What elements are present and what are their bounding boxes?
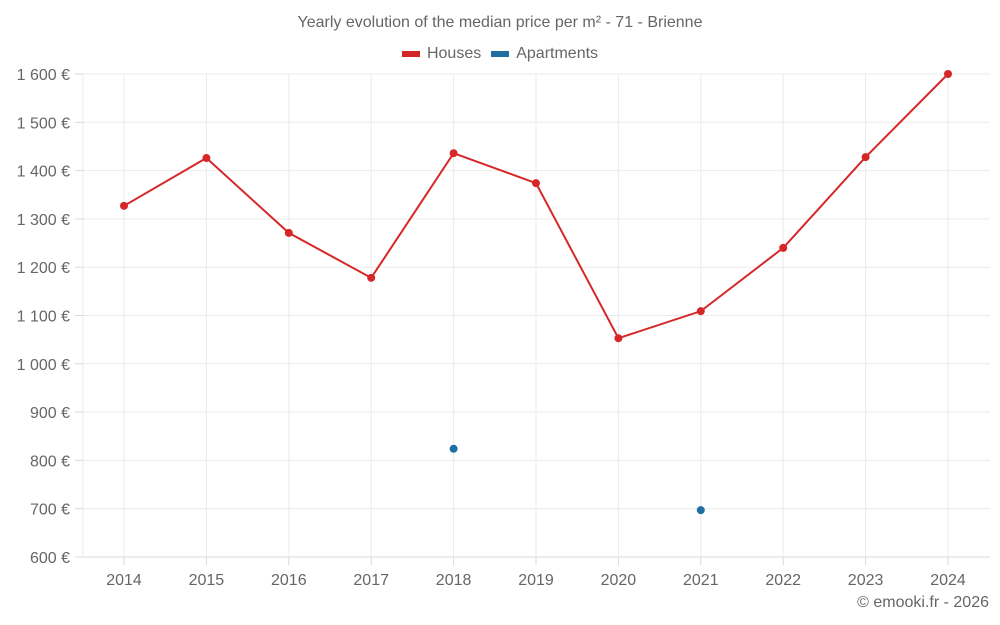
y-tick-label: 800 € [30, 453, 70, 470]
x-tick-label: 2019 [518, 572, 554, 589]
apartments-data-point[interactable] [696, 506, 705, 515]
houses-data-point[interactable] [779, 243, 788, 252]
y-tick-label: 600 € [30, 550, 70, 567]
y-tick-label: 1 100 € [17, 309, 70, 326]
y-tick-label: 1 300 € [17, 212, 70, 229]
chart-series [120, 70, 952, 515]
y-tick-label: 900 € [30, 405, 70, 422]
apartments-swatch-icon [491, 51, 510, 57]
y-tick-label: 1 400 € [17, 164, 70, 181]
houses-data-point[interactable] [614, 334, 623, 343]
x-tick-label: 2020 [601, 572, 637, 589]
x-tick-label: 2016 [271, 572, 307, 589]
y-tick-label: 1 000 € [17, 357, 70, 374]
houses-swatch-icon [401, 51, 420, 57]
houses-data-point[interactable] [120, 201, 128, 210]
x-axis: 2014 2015 2016 2017 2018 2019 2020 2021 2022 2023… [106, 557, 966, 589]
chart-grid [82, 73, 990, 558]
legend-label-apartments: Apartments [516, 45, 599, 62]
chart-legend: Houses Apartments [0, 45, 1000, 63]
houses-data-point[interactable] [284, 228, 293, 237]
houses-data-point[interactable] [532, 179, 540, 188]
legend-item-houses[interactable]: Houses [401, 45, 482, 63]
x-tick-label: 2022 [765, 572, 801, 589]
x-tick-label: 2015 [189, 572, 225, 589]
x-tick-label: 2021 [683, 572, 719, 589]
houses-data-point[interactable] [449, 149, 458, 158]
houses-data-point[interactable] [861, 153, 870, 162]
legend-label-houses: Houses [426, 45, 482, 62]
x-tick-label: 2014 [106, 572, 142, 589]
houses-data-point[interactable] [696, 307, 705, 316]
x-tick-label: 2018 [436, 572, 472, 589]
x-tick-label: 2023 [848, 572, 884, 589]
copyright-credit: © emooki.fr - 2026 [857, 594, 989, 611]
chart-title: Yearly evolution of the median price per… [297, 14, 703, 31]
y-tick-label: 1 600 € [17, 67, 70, 84]
houses-data-point[interactable] [202, 154, 211, 163]
y-tick-label: 1 200 € [17, 260, 70, 277]
apartments-data-point[interactable] [449, 444, 458, 453]
y-tick-label: 700 € [30, 502, 70, 519]
x-tick-label: 2017 [353, 572, 389, 589]
x-tick-label: 2024 [930, 572, 966, 589]
houses-data-point[interactable] [944, 70, 952, 78]
legend-item-apartments[interactable]: Apartments [491, 45, 598, 63]
y-tick-label: 1 500 € [17, 115, 70, 132]
y-axis: 600 € 700 € 800 € 900 € 1 000 € 1 100 € 1 200 … [17, 67, 83, 567]
houses-data-point[interactable] [367, 273, 376, 282]
